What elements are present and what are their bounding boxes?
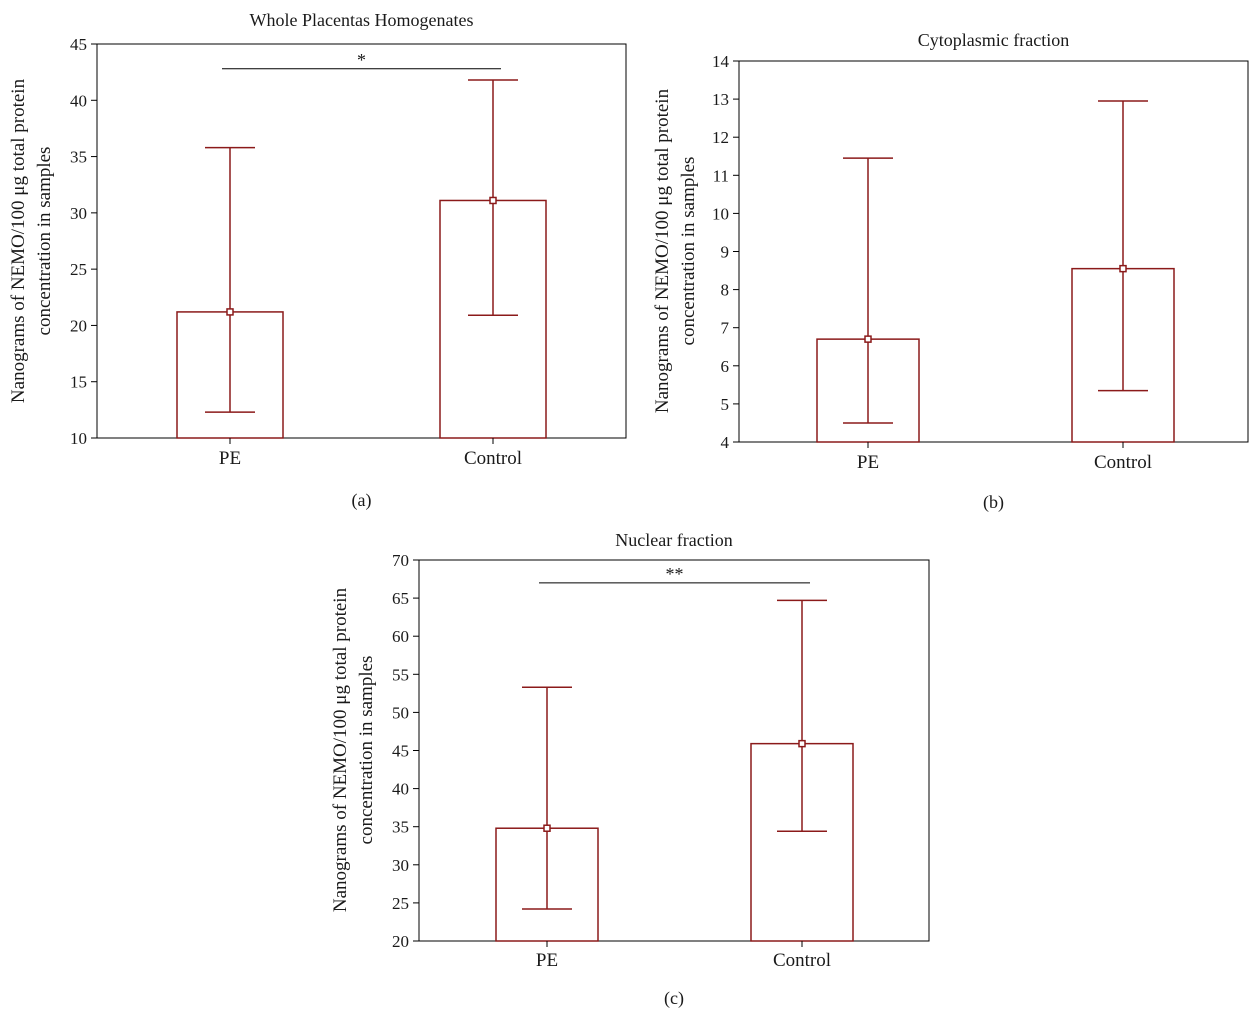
y-axis-label: concentration in samples xyxy=(678,157,699,346)
y-tick-label: 7 xyxy=(721,319,730,338)
y-tick-label: 25 xyxy=(392,894,409,913)
y-tick-label: 35 xyxy=(70,148,87,167)
y-axis-label: Nanograms of NEMO/100 μg total protein xyxy=(330,587,351,912)
x-category-label: Control xyxy=(773,950,831,971)
mean-marker xyxy=(1119,264,1127,273)
x-category-label: PE xyxy=(219,448,241,469)
y-tick-label: 13 xyxy=(712,90,729,109)
y-tick-label: 65 xyxy=(392,589,409,608)
mean-marker xyxy=(798,739,806,748)
x-category-label: PE xyxy=(857,452,879,473)
y-tick-label: 20 xyxy=(392,932,409,951)
y-tick-label: 4 xyxy=(721,433,730,452)
y-axis-label: Nanograms of NEMO/100 μg total protein xyxy=(8,78,29,403)
y-tick-label: 10 xyxy=(712,204,729,223)
y-tick-label: 40 xyxy=(392,780,409,799)
y-tick-label: 30 xyxy=(392,856,409,875)
y-tick-label: 35 xyxy=(392,818,409,837)
y-tick-label: 10 xyxy=(70,429,87,448)
y-tick-label: 9 xyxy=(721,243,730,262)
y-tick-label: 60 xyxy=(392,627,409,646)
plot-frame xyxy=(96,43,627,439)
y-tick-label: 6 xyxy=(721,357,730,376)
y-tick-label: 45 xyxy=(392,742,409,761)
y-axis-label: concentration in samples xyxy=(34,147,55,336)
y-tick-label: 8 xyxy=(721,281,730,300)
y-tick-label: 45 xyxy=(70,35,87,54)
y-tick-label: 11 xyxy=(713,166,729,185)
mean-marker xyxy=(489,196,497,205)
mean-marker xyxy=(543,824,551,832)
mean-marker xyxy=(226,308,234,316)
y-tick-label: 5 xyxy=(721,395,730,414)
y-tick-label: 50 xyxy=(392,703,409,722)
y-tick-label: 30 xyxy=(70,204,87,223)
chart-title: Cytoplasmic fraction xyxy=(918,30,1069,50)
panel-label: (c) xyxy=(664,988,684,1009)
mean-marker xyxy=(864,335,872,343)
y-tick-label: 20 xyxy=(70,316,87,335)
plot-frame xyxy=(738,60,1249,443)
y-tick-label: 40 xyxy=(70,91,87,110)
y-tick-label: 12 xyxy=(712,128,729,147)
y-tick-label: 14 xyxy=(712,52,730,71)
y-tick-label: 25 xyxy=(70,260,87,279)
panel-label: (a) xyxy=(352,490,372,511)
chart-title: Whole Placentas Homogenates xyxy=(250,10,474,30)
y-axis-label: concentration in samples xyxy=(356,656,377,845)
y-tick-label: 15 xyxy=(70,373,87,392)
y-tick-label: 70 xyxy=(392,551,409,570)
panel-label: (b) xyxy=(983,492,1004,513)
chart-title: Nuclear fraction xyxy=(615,530,732,550)
significance-marker: * xyxy=(357,50,366,70)
x-category-label: PE xyxy=(536,950,558,971)
x-category-label: Control xyxy=(1094,452,1152,473)
significance-marker: ** xyxy=(666,564,684,584)
x-category-label: Control xyxy=(464,448,522,469)
y-axis-label: Nanograms of NEMO/100 μg total protein xyxy=(652,88,673,413)
y-tick-label: 55 xyxy=(392,665,409,684)
